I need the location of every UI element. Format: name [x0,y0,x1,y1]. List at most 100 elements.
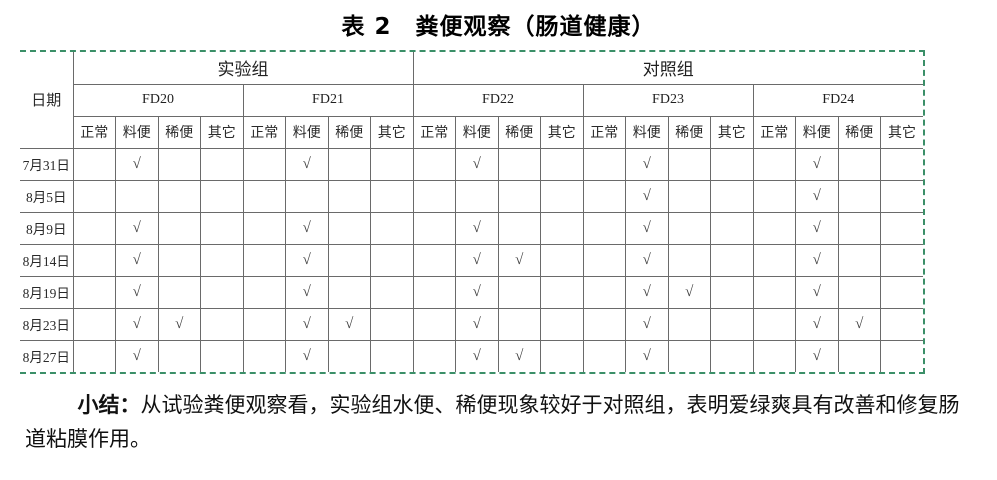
fd-group-header-fd20: FD20 [73,83,244,117]
empty-observation-cell [455,179,499,213]
empty-observation-cell [497,307,541,341]
sub-column-header: 正常 [752,115,796,149]
empty-observation-cell [667,179,711,213]
empty-observation-cell [710,339,754,372]
summary-text: 从试验粪便观察看，实验组水便、稀便现象较好于对照组，表明爱绿爽具有改善和修复肠道… [25,393,960,451]
sub-column-header: 其它 [370,115,414,149]
sub-column-header: 料便 [625,115,669,149]
checkmark-cell: √ [625,211,669,245]
empty-observation-cell [540,179,584,213]
empty-observation-cell [327,179,371,213]
summary-label: 小结： [77,393,141,417]
checkmark-cell: √ [455,307,499,341]
empty-observation-cell [157,147,201,181]
empty-observation-cell [540,147,584,181]
checkmark-cell: √ [115,307,159,341]
fd-group-header-fd23: FD23 [582,83,754,117]
empty-observation-cell [157,275,201,309]
empty-observation-cell [667,147,711,181]
empty-observation-cell [582,339,626,372]
empty-observation-cell [72,147,116,181]
sub-column-header: 稀便 [157,115,201,149]
checkmark-cell: √ [285,147,329,181]
checkmark-cell: √ [115,147,159,181]
sub-column-header: 稀便 [837,115,881,149]
empty-observation-cell [880,307,923,341]
empty-observation-cell [497,275,541,309]
date-cell: 8月27日 [20,339,74,372]
fd-group-header-fd24: FD24 [752,83,923,117]
table-row: 8月19日 √ √ √ √ √ √ [20,275,923,309]
checkmark-cell: √ [455,275,499,309]
empty-observation-cell [327,275,371,309]
empty-observation-cell [710,307,754,341]
empty-observation-cell [200,147,244,181]
empty-observation-cell [370,211,414,245]
table-row: 7月31日 √ √ √ √ √ [20,147,923,181]
empty-observation-cell [412,179,456,213]
empty-observation-cell [200,307,244,341]
empty-observation-cell [242,147,286,181]
empty-observation-cell [540,307,584,341]
checkmark-cell: √ [795,243,839,277]
table-frame: 日期 实验组 对照组 FD20 FD21 FD22 FD23 FD24 正常 料便 稀便 其它… [20,50,925,374]
empty-observation-cell [837,339,881,372]
checkmark-cell: √ [795,147,839,181]
empty-observation-cell [667,243,711,277]
empty-observation-cell [242,339,286,372]
empty-observation-cell [412,307,456,341]
sub-column-header: 稀便 [497,115,541,149]
sub-column-header: 稀便 [667,115,711,149]
table-row: 8月27日 √ √ √ √ √ √ [20,339,923,372]
empty-observation-cell [880,147,923,181]
empty-observation-cell [582,211,626,245]
empty-observation-cell [157,339,201,372]
checkmark-cell: √ [625,179,669,213]
table-title: 表 2 粪便观察（肠道健康） [341,14,656,40]
checkmark-cell: √ [497,339,541,372]
empty-observation-cell [242,243,286,277]
empty-observation-cell [72,339,116,372]
checkmark-cell: √ [455,147,499,181]
checkmark-cell: √ [115,339,159,372]
empty-observation-cell [200,339,244,372]
empty-observation-cell [327,211,371,245]
fd-header-row: FD20 FD21 FD22 FD23 FD24 [20,83,923,117]
group-header-row: 日期 实验组 对照组 [20,52,923,149]
checkmark-cell: √ [285,339,329,372]
fd-group-header-fd21: FD21 [242,83,414,117]
empty-observation-cell [710,275,754,309]
empty-observation-cell [837,179,881,213]
fd-group-header-fd22: FD22 [412,83,584,117]
empty-observation-cell [710,243,754,277]
empty-observation-cell [752,243,796,277]
empty-observation-cell [497,147,541,181]
empty-observation-cell [752,211,796,245]
empty-observation-cell [327,147,371,181]
checkmark-cell: √ [285,307,329,341]
empty-observation-cell [72,243,116,277]
checkmark-cell: √ [795,307,839,341]
empty-observation-cell [370,275,414,309]
empty-observation-cell [710,147,754,181]
empty-observation-cell [540,243,584,277]
checkmark-cell: √ [285,243,329,277]
group-header-control: 对照组 [412,52,923,85]
checkmark-cell: √ [455,339,499,372]
checkmark-cell: √ [667,275,711,309]
sub-column-header: 正常 [582,115,626,149]
empty-observation-cell [242,275,286,309]
empty-observation-cell [497,211,541,245]
table-row: 8月5日 √ √ [20,179,923,213]
empty-observation-cell [710,179,754,213]
empty-observation-cell [157,211,201,245]
date-cell: 8月19日 [20,275,74,309]
document-page: 表 2 粪便观察（肠道健康） 日期 实验组 对照组 FD20 FD21 FD22 FD… [0,7,997,480]
empty-observation-cell [327,339,371,372]
sub-column-header: 其它 [540,115,584,149]
empty-observation-cell [157,179,201,213]
date-cell: 8月23日 [20,307,74,341]
empty-observation-cell [540,339,584,372]
checkmark-cell: √ [115,211,159,245]
empty-observation-cell [412,147,456,181]
